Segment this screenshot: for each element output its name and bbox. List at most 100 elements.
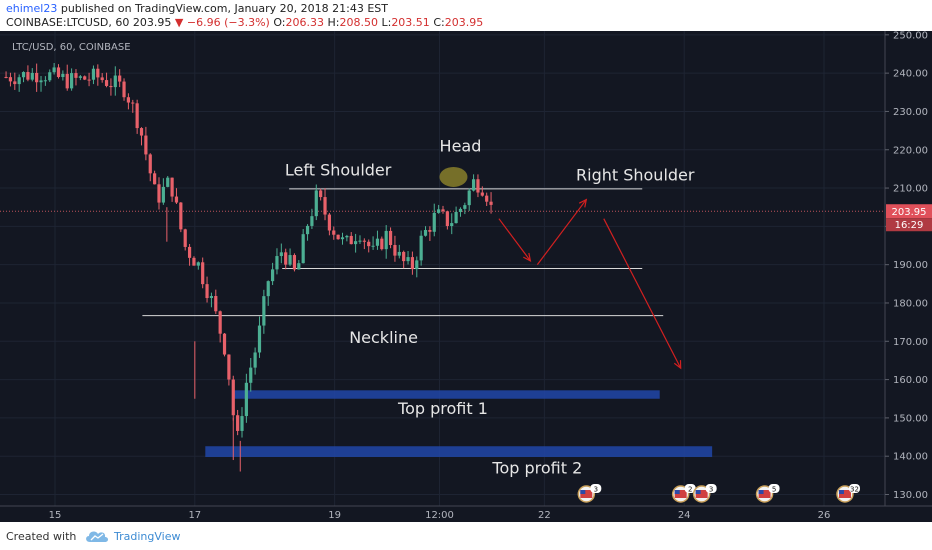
candle-up xyxy=(415,260,419,270)
publish-line: ehimel23 published on TradingView.com, J… xyxy=(6,2,388,15)
symbol-name: COINBASE:LTCUSD, 60 xyxy=(6,16,130,29)
candle-up xyxy=(270,269,275,282)
flag-canton-icon xyxy=(674,490,680,494)
candle-up xyxy=(454,211,458,224)
candle-down xyxy=(367,241,371,247)
chart-area[interactable]: Left Shoulder Head Right Shoulder Neckline T… xyxy=(0,30,932,522)
head-highlight xyxy=(439,166,468,187)
candle-up xyxy=(371,245,375,247)
flag-canton-icon xyxy=(695,490,701,494)
candle-up xyxy=(423,229,428,236)
candle-up xyxy=(406,257,410,262)
open-value: 206.33 xyxy=(285,16,324,29)
chart-header: ehimel23 published on TradingView.com, J… xyxy=(0,0,932,31)
candle-down xyxy=(205,284,209,299)
candle-up xyxy=(310,216,314,226)
candle-up xyxy=(314,190,318,217)
tradingview-link[interactable]: TradingView xyxy=(114,530,181,543)
candle-down xyxy=(441,209,445,212)
price-tick-label: 140.00 xyxy=(893,452,928,463)
candle-down xyxy=(410,257,415,270)
countdown-badge xyxy=(886,218,932,232)
event-count-badge xyxy=(684,484,696,493)
flag-stripes-icon xyxy=(674,490,687,498)
projection-arrow-1 xyxy=(498,218,531,262)
candle-up xyxy=(39,80,43,83)
candle-down xyxy=(26,72,30,80)
candle-down xyxy=(332,230,336,235)
flag-stripes-icon xyxy=(838,490,851,498)
candle-up xyxy=(275,256,279,270)
arrow-head-icon xyxy=(578,198,588,208)
candle-down xyxy=(236,415,240,431)
time-tick-label: 15 xyxy=(49,510,62,521)
candle-down xyxy=(118,75,122,82)
flag-canton-icon xyxy=(758,490,764,494)
candle-up xyxy=(375,238,380,246)
event-count-badge xyxy=(768,484,780,493)
candle-up xyxy=(432,212,436,232)
author-link[interactable]: ehimel23 xyxy=(6,2,58,15)
candle-down xyxy=(227,354,231,380)
candle-up xyxy=(113,75,117,88)
candle-down xyxy=(35,72,39,83)
candle-down xyxy=(100,77,104,81)
candle-up xyxy=(262,296,266,326)
candle-down xyxy=(218,311,222,334)
label-neckline: Neckline xyxy=(349,328,418,347)
candle-up xyxy=(301,234,305,264)
event-count: 5 xyxy=(772,486,776,494)
low-label: L: xyxy=(381,16,392,29)
price-tick-label: 220.00 xyxy=(893,145,928,156)
price-chart[interactable]: Left Shoulder Head Right Shoulder Neckline T… xyxy=(0,30,932,522)
candle-down xyxy=(380,238,384,250)
candle-up xyxy=(78,76,82,78)
candle-down xyxy=(126,97,131,103)
candle-down xyxy=(183,229,187,247)
last-price: 203.95 xyxy=(132,16,172,29)
time-tick-label: 22 xyxy=(538,510,551,521)
close-label: C: xyxy=(433,16,445,29)
arrow-head-icon xyxy=(673,360,682,370)
candle-up xyxy=(358,240,362,242)
time-tick-label: 17 xyxy=(188,510,201,521)
event-count: 32 xyxy=(850,486,859,494)
candle-down xyxy=(135,103,139,129)
candle-up xyxy=(43,80,47,82)
candle-down xyxy=(485,195,489,202)
candle-down xyxy=(323,197,327,215)
candle-down xyxy=(96,68,100,78)
price-tick-label: 190.00 xyxy=(893,260,928,271)
price-tick-label: 150.00 xyxy=(893,413,928,424)
candle-down xyxy=(174,196,179,203)
price-tick-label: 210.00 xyxy=(893,184,928,195)
candle-up xyxy=(384,230,388,250)
candle-down xyxy=(122,81,126,98)
candle-up xyxy=(437,209,441,213)
projection-arrow-2 xyxy=(536,199,587,266)
arrow-head-icon xyxy=(523,252,532,262)
candle-down xyxy=(445,211,449,227)
time-tick-label: 26 xyxy=(818,510,831,521)
candle-up xyxy=(340,237,345,240)
candle-down xyxy=(393,245,397,256)
candle-up xyxy=(257,325,262,353)
candle-down xyxy=(292,255,297,270)
event-count: 3 xyxy=(594,486,598,494)
candle-up xyxy=(244,382,248,417)
candle-down xyxy=(4,76,8,78)
candle-down xyxy=(157,184,161,203)
chart-title: LTC/USD, 60, COINBASE xyxy=(12,42,131,53)
down-triangle-icon: ▼ xyxy=(174,16,184,29)
candle-down xyxy=(480,192,484,196)
high-label: H: xyxy=(327,16,340,29)
candle-up xyxy=(305,225,310,235)
last-price-badge xyxy=(886,204,932,219)
candle-up xyxy=(297,263,301,270)
candle-up xyxy=(419,235,423,261)
candle-up xyxy=(279,252,283,257)
candle-down xyxy=(13,81,17,85)
candle-down xyxy=(65,73,69,89)
candle-down xyxy=(153,173,157,185)
price-tick-label: 240.00 xyxy=(893,69,928,80)
